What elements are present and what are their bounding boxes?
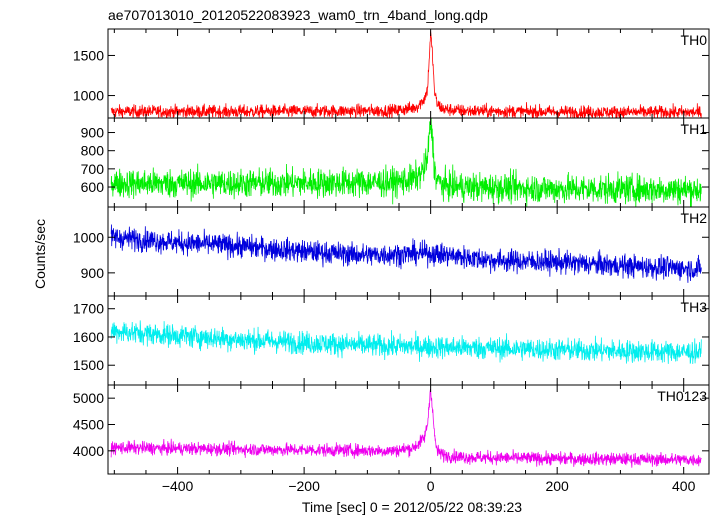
- y-tick-label: 1500: [73, 357, 104, 373]
- panel-label-th1: TH1: [681, 121, 708, 137]
- y-tick-label: 5000: [73, 390, 104, 406]
- panel-th3: 1500 1600 1700 TH3: [73, 295, 710, 386]
- x-tick-label: −200: [288, 478, 320, 494]
- y-tick-label: 1600: [73, 329, 104, 345]
- y-tick-label: 700: [81, 161, 105, 177]
- x-tick-label: 400: [672, 478, 696, 494]
- x-tick-label: −400: [162, 478, 194, 494]
- x-tick-label: 200: [545, 478, 569, 494]
- chart-title: ae707013010_20120522083923_wam0_trn_4ban…: [108, 7, 488, 23]
- y-tick-label: 900: [81, 265, 105, 281]
- trace-th1: [110, 118, 702, 207]
- y-tick-label: 4500: [73, 416, 104, 432]
- y-tick-label: 800: [81, 143, 105, 159]
- y-tick-label: 1500: [73, 47, 104, 63]
- panel-th0123: 4000 4500 5000 TH0123: [73, 384, 710, 475]
- panel-label-th3: TH3: [681, 299, 708, 315]
- panel-label-th0: TH0: [681, 32, 708, 48]
- panels-group: 1000 1500 TH0 600 700 800 900 TH1 900 1000 TH2 1500…: [73, 28, 710, 475]
- trace-th0: [110, 31, 702, 118]
- trace-th2: [110, 224, 702, 283]
- trace-th0123: [110, 388, 702, 468]
- trace-th3: [110, 320, 702, 364]
- x-axis-label: Time [sec] 0 = 2012/05/22 08:39:23: [302, 499, 522, 515]
- panel-th0: 1000 1500 TH0: [73, 28, 710, 119]
- x-tick-label: 0: [427, 478, 435, 494]
- panel-frame: [107, 384, 710, 475]
- y-tick-label: 900: [81, 125, 105, 141]
- y-tick-label: 4000: [73, 443, 104, 459]
- panel-label-th2: TH2: [681, 210, 708, 226]
- panel-th2: 900 1000 TH2: [73, 206, 710, 297]
- y-tick-label: 1000: [73, 229, 104, 245]
- panel-th1: 600 700 800 900 TH1: [81, 117, 710, 208]
- x-axis-tick-labels: −400 −200 0 200 400: [162, 478, 696, 494]
- y-axis-label: Counts/sec: [32, 219, 48, 289]
- y-tick-label: 1700: [73, 301, 104, 317]
- panel-label-th0123: TH0123: [657, 388, 707, 404]
- y-tick-label: 600: [81, 179, 105, 195]
- y-tick-label: 1000: [73, 88, 104, 104]
